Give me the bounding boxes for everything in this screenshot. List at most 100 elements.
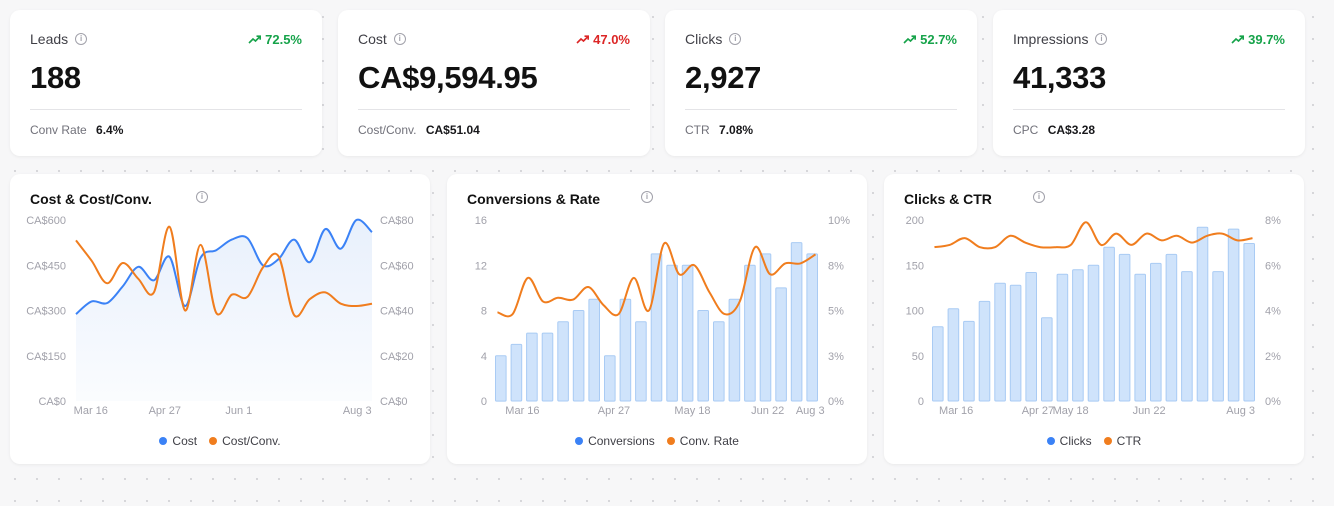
legend-label: Cost/Conv. [222, 434, 281, 448]
y-left-tick-label: 50 [912, 351, 924, 363]
chart-card-clicks[interactable]: Clicks & CTR i 0 50 100 150 200 0% 2% 4% 6% 8% Mar… [884, 174, 1304, 464]
legend-label: Conversions [588, 434, 655, 448]
bar [1243, 243, 1255, 402]
info-icon[interactable]: i [75, 33, 88, 45]
legend-label: Clicks [1059, 434, 1092, 448]
bar [681, 264, 694, 402]
series-line-ctr [934, 221, 1253, 250]
chart-card-conversions[interactable]: Conversions & Rate i 0 4 8 12 16 0% 3% 5% 8% 10% M… [447, 174, 867, 464]
y-right-tick-label: 0% [1265, 396, 1281, 408]
bar [526, 332, 538, 402]
info-icon[interactable]: i [196, 191, 208, 203]
legend-item[interactable]: Conversions [575, 434, 655, 448]
bar [994, 282, 1006, 402]
info-icon[interactable]: i [641, 191, 653, 203]
y-right-tick-label: 2% [1265, 351, 1281, 363]
y-left-tick-label: CA$600 [26, 215, 66, 227]
bar [728, 298, 741, 402]
kpi-card-impressions[interactable]: Impressions i 39.7% 41,333 CPC CA$3.28 [993, 10, 1305, 156]
y-right-tick-label: CA$20 [380, 351, 414, 363]
kpi-footer-label: CPC [1013, 123, 1039, 137]
kpi-footer-value: 7.08% [719, 123, 754, 137]
bar [697, 310, 709, 402]
legend-item[interactable]: Conv. Rate [666, 434, 739, 448]
legend-item[interactable]: Clicks [1046, 434, 1092, 448]
legend-dot [575, 437, 584, 445]
kpi-card-clicks[interactable]: Clicks i 52.7% 2,927 CTR 7.08% [665, 10, 977, 156]
bar [1103, 246, 1115, 402]
bar [932, 326, 944, 402]
bar [666, 264, 678, 402]
info-icon[interactable]: i [1033, 191, 1045, 203]
kpi-label: Leads [30, 31, 69, 47]
trend-up-icon [1231, 34, 1245, 44]
info-icon[interactable]: i [393, 33, 406, 45]
kpi-card-cost[interactable]: Cost i 47.0% CA$9,594.95 Cost/Conv. CA$5… [338, 10, 650, 156]
x-tick-label: Jun 22 [1133, 405, 1166, 417]
bar [572, 310, 585, 402]
kpi-divider [30, 109, 302, 110]
kpi-divider [1013, 109, 1285, 110]
bar [510, 343, 523, 402]
legend-item[interactable]: CTR [1103, 434, 1141, 448]
bar [604, 355, 616, 402]
y-left-tick-label: 0 [918, 396, 924, 408]
y-right-tick-label: 5% [828, 306, 844, 318]
kpi-value: 188 [30, 60, 81, 95]
trend-up-icon [576, 34, 590, 44]
y-right-tick-label: 4% [1265, 306, 1281, 318]
chart-legend: Clicks CTR [884, 434, 1304, 448]
kpi-footer-label: Cost/Conv. [358, 123, 417, 137]
info-icon[interactable]: i [1095, 33, 1108, 45]
kpi-divider [685, 109, 957, 110]
legend-label: Conv. Rate [679, 434, 739, 448]
chart-title: Conversions & Rate [467, 191, 601, 207]
kpi-footer: Cost/Conv. CA$51.04 [358, 123, 480, 137]
bar [713, 321, 725, 402]
kpi-footer-value: 6.4% [96, 123, 124, 137]
y-left-tick-label: CA$150 [26, 351, 66, 363]
bar [744, 264, 756, 402]
x-tick-label: Jun 1 [225, 405, 252, 417]
bar [1196, 226, 1209, 402]
legend-dot [1103, 437, 1112, 445]
bar [1072, 269, 1084, 402]
kpi-card-leads[interactable]: Leads i 72.5% 188 Conv Rate 6.4% [10, 10, 322, 156]
bar [790, 242, 803, 402]
bar [588, 298, 600, 402]
legend-item[interactable]: Cost [159, 434, 197, 448]
x-tick-label: Mar 16 [505, 405, 539, 417]
y-right-tick-label: 3% [828, 351, 844, 363]
y-right-tick-label: 10% [828, 215, 850, 227]
kpi-change-value: 72.5% [265, 31, 302, 47]
bar [635, 321, 647, 402]
x-tick-label: May 18 [674, 405, 710, 417]
kpi-footer-label: CTR [685, 123, 710, 137]
y-left-tick-label: 8 [481, 306, 487, 318]
chart-title: Clicks & CTR [904, 191, 992, 207]
x-tick-label: Aug 3 [1226, 405, 1255, 417]
info-icon[interactable]: i [729, 33, 742, 45]
legend-dot [666, 437, 675, 445]
bar [1087, 264, 1100, 402]
bar [1056, 273, 1069, 402]
kpi-footer-value: CA$51.04 [425, 123, 480, 137]
kpi-change: 47.0% [576, 32, 630, 47]
chart-card-cost[interactable]: Cost & Cost/Conv. i CA$0 CA$150 CA$300 CA$4… [10, 174, 430, 464]
x-tick-label: Apr 27 [149, 405, 181, 417]
kpi-footer: Conv Rate 6.4% [30, 123, 123, 137]
legend-dot [1046, 437, 1055, 445]
kpi-label: Clicks [685, 31, 723, 47]
bar [1118, 253, 1131, 402]
x-tick-label: Apr 27 [598, 405, 630, 417]
bar [759, 253, 772, 402]
area-fill [76, 219, 372, 401]
bar [947, 308, 960, 402]
x-tick-label: Mar 16 [74, 405, 108, 417]
y-left-tick-label: 0 [481, 396, 487, 408]
bar [619, 298, 632, 402]
bar [1181, 271, 1193, 402]
legend-item[interactable]: Cost/Conv. [209, 434, 281, 448]
legend-label: Cost [172, 434, 198, 448]
